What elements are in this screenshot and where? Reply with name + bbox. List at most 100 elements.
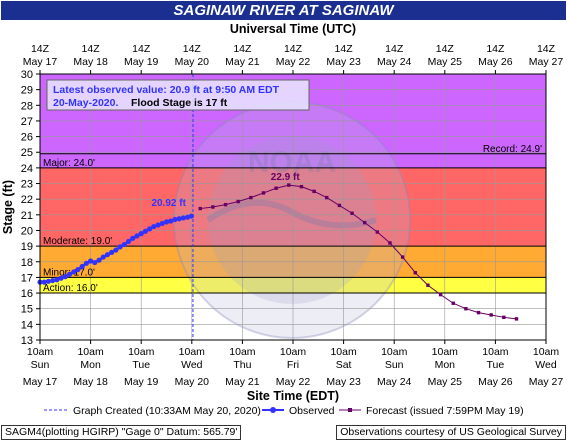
observed-point [172,216,178,223]
y-tick-label: 14 [21,319,33,331]
top-tick-date: May 25 [428,56,463,68]
forecast-point [287,183,291,187]
legend-created-text: Graph Created (10:33AM May 20, 2020) [73,405,261,417]
bottom-tick-day: Wed [535,359,557,371]
top-tick-time: 14Z [537,43,556,55]
observed-point [168,218,174,224]
forecast-point [223,202,228,207]
forecast-point [350,211,354,215]
observed-point [96,257,102,263]
forecast-point [236,199,240,204]
observed-point [62,274,68,280]
observed-point [104,252,111,258]
bottom-tick-date: May 17 [23,376,58,388]
bottom-tick-day: Tue [487,359,505,371]
y-tick-label: 17 [21,272,33,284]
observed-point [147,226,153,232]
bottom-tick-time: 10am [381,346,408,358]
y-tick-label: 27 [21,116,33,128]
bottom-tick-day: Sun [385,359,404,371]
forecast-point [400,255,405,259]
observed-point [88,258,94,264]
bottom-tick-time: 10am [229,346,256,358]
y-tick-label: 29 [21,85,33,97]
legend-forecast-marker [348,408,352,412]
axes: 13141516171819202122232425262728293014ZM… [21,43,564,388]
bottom-tick-date: May 23 [326,376,361,388]
observed-point [41,279,47,285]
forecast-point [362,220,367,225]
info-box-bg [46,79,310,111]
bottom-tick-time: 10am [179,346,206,358]
top-tick-date: May 27 [529,56,564,68]
bottom-tick-time: 10am [330,346,357,358]
bottom-tick-day: Mon [80,359,101,371]
bottom-tick-date: May 19 [124,376,159,388]
observed-point [130,235,136,241]
top-tick-time: 14Z [436,43,455,55]
bottom-tick-date: May 25 [428,376,463,388]
observed-point [151,223,157,230]
observed-point [58,275,64,281]
y-tick-label: 18 [21,257,33,269]
observed-point [176,216,182,222]
y-tick-label: 15 [21,304,33,316]
observed-point [125,238,132,245]
observed-point [79,263,85,270]
top-tick-date: May 20 [175,56,210,68]
top-tick-time: 14Z [233,43,252,55]
observed-point [180,215,186,221]
top-tick-time: 14Z [31,43,50,55]
forecast-point [198,206,202,211]
top-tick-time: 14Z [82,43,101,55]
forecast-line [200,184,517,320]
top-tick-date: May 18 [73,56,108,68]
forecast-point [438,292,443,297]
seal-wave [206,199,377,229]
bottom-tick-day: Thu [233,359,251,371]
bottom-tick-date: May 24 [377,376,412,388]
y-tick-label: 28 [21,100,33,112]
record-label: Record: 24.9' [483,144,542,155]
info-box: Latest observed value: 20.9 ft at 9:50 A… [46,79,310,111]
top-tick-date: May 17 [23,56,58,68]
forecast-point [375,230,380,234]
legend-observed-text: Observed [289,405,335,417]
observations-credit: Observations courtesy of US Geological S… [336,425,566,440]
observed-point [138,231,144,237]
observed-point [100,254,106,260]
y-tick-label: 22 [21,194,33,206]
y-tick-label: 21 [21,210,33,222]
top-tick-date: May 26 [478,56,513,68]
top-tick-time: 14Z [132,43,151,55]
top-tick-date: May 21 [225,56,260,68]
seal-text: NOAA [248,146,336,179]
bottom-tick-day: Fri [287,359,299,371]
legend-forecast-text: Forecast (issued 7:59PM May 19) [366,405,524,417]
forecast-point [426,283,430,287]
action-label: Action: 16.0' [43,283,98,294]
forecast-point [464,307,468,311]
data-label: 22.9 ft [271,172,301,183]
y-tick-label: 13 [21,335,33,347]
bottom-tick-date: May 26 [478,376,513,388]
forecast-point [388,241,392,245]
bottom-tick-time: 10am [27,346,54,358]
bottom-tick-day: Tue [132,359,150,371]
observed-point [134,233,140,239]
observed-point [50,277,56,284]
observed-point [71,269,77,275]
noaa-watermark: NOAA [173,101,411,339]
forecast-point [337,203,342,208]
bottom-tick-time: 10am [77,346,104,358]
datum-info: SAGM4(plotting HGIRP) "Gage 0" Datum: 56… [1,425,242,440]
observed-point [54,277,60,283]
bottom-tick-time: 10am [533,346,560,358]
top-tick-time: 14Z [183,43,202,55]
observed-point [109,249,115,255]
forecast-point [502,315,506,320]
bottom-tick-date: May 18 [73,376,108,388]
bottom-tick-date: May 21 [225,376,260,388]
chart-title: SAGINAW RIVER AT SAGINAW [1,1,566,20]
y-tick-label: 19 [21,241,33,253]
